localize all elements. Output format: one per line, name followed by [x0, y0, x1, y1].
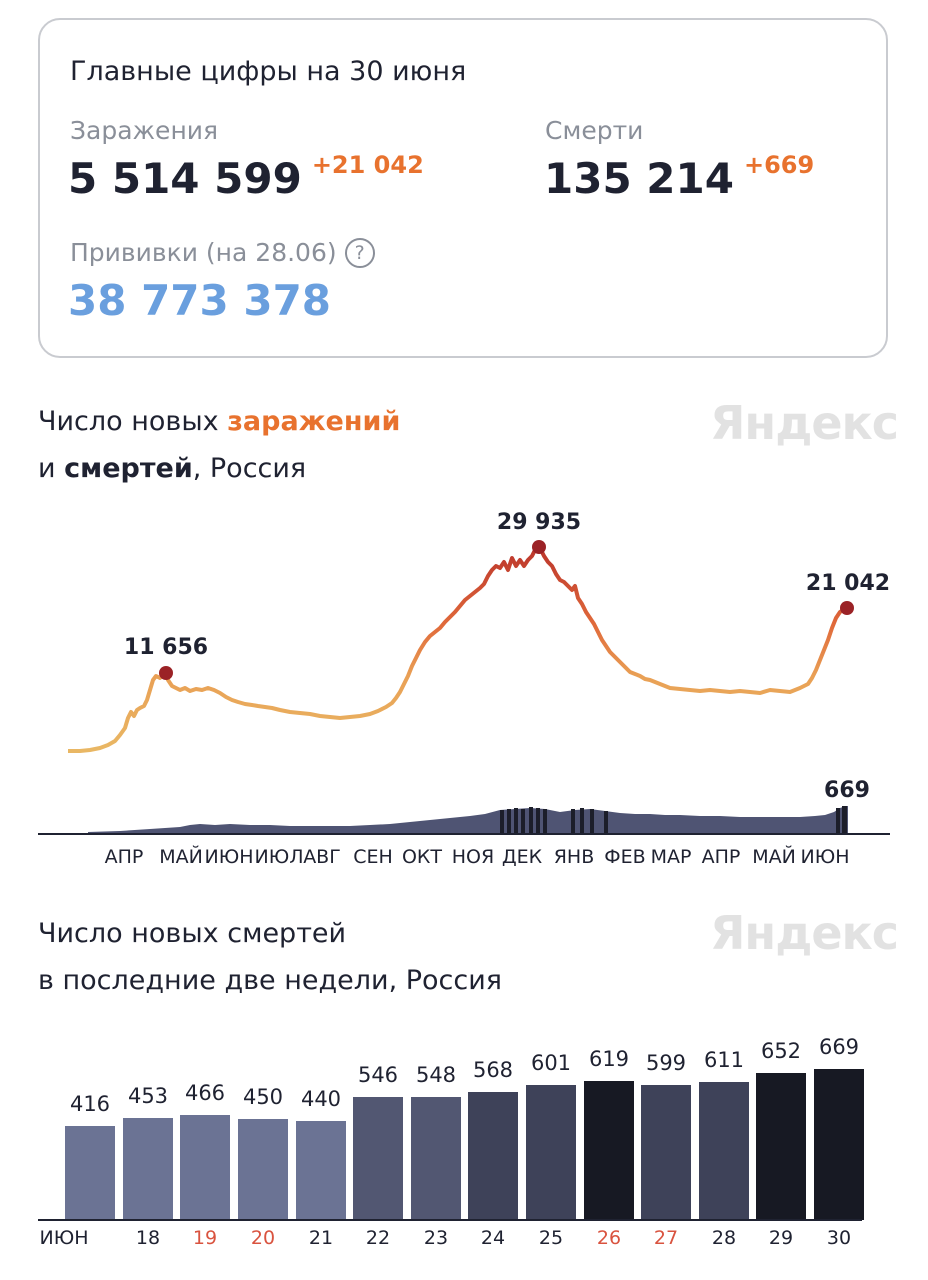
month-tick: СЕН	[353, 846, 393, 868]
bar[interactable]	[123, 1118, 173, 1220]
day-label: ИЮН	[39, 1227, 89, 1249]
day-label-weekend: 27	[653, 1227, 679, 1249]
bar[interactable]	[584, 1081, 634, 1220]
summary-card: Главные цифры на 30 июня Заражения 5 514…	[38, 18, 888, 358]
yandex-watermark: Яндекс	[710, 906, 899, 960]
peak-label-spring: 11 656	[124, 635, 208, 660]
infections-line	[68, 546, 848, 753]
bar[interactable]	[699, 1082, 749, 1220]
summary-title: Главные цифры на 30 июня	[70, 56, 467, 87]
month-tick: НОЯ	[451, 846, 495, 868]
bar[interactable]	[468, 1092, 518, 1220]
question-circle-icon[interactable]: ?	[344, 238, 375, 268]
month-axis: АПР МАЙ ИЮН ИЮЛ АВГ СЕН ОКТ НОЯ ДЕК ЯНВ …	[0, 846, 928, 876]
day-label: 18	[135, 1227, 161, 1249]
bar[interactable]	[238, 1119, 288, 1220]
month-tick: ЯНВ	[553, 846, 595, 868]
day-label: 24	[480, 1227, 506, 1249]
deaths-value-row: 135 214 +669	[544, 151, 815, 203]
vaccinations-label: Прививки (на 28.06)	[70, 238, 337, 267]
latest-label: 21 042	[806, 571, 890, 596]
bar-value: 546	[357, 1063, 399, 1087]
bar-value: 440	[300, 1087, 342, 1111]
chart1-title-infections: заражений	[227, 406, 401, 437]
day-label: 21	[308, 1227, 334, 1249]
chart2-title-line2: в последние две недели, Россия	[38, 965, 503, 996]
bar[interactable]	[296, 1121, 346, 1220]
month-tick: МАЙ	[159, 846, 203, 868]
bar[interactable]	[411, 1097, 461, 1220]
vaccinations-label-row: Прививки (на 28.06)?	[70, 238, 375, 268]
bar-value: 619	[588, 1047, 630, 1071]
latest-deaths-label: 669	[824, 778, 870, 803]
day-label-weekend: 26	[596, 1227, 622, 1249]
bar-value: 652	[760, 1039, 802, 1063]
infections-value-row: 5 514 599 +21 042	[68, 151, 424, 203]
deaths-peak-bars	[500, 806, 847, 834]
chart1-title-region: , Россия	[192, 453, 307, 484]
month-tick: ИЮЛ	[254, 846, 304, 868]
infections-delta: +21 042	[311, 151, 424, 179]
peak-marker-winter[interactable]	[532, 540, 546, 554]
day-label-weekend: 19	[192, 1227, 218, 1249]
bar[interactable]	[641, 1085, 691, 1220]
bar-value: 611	[703, 1048, 745, 1072]
day-label-weekend: 20	[250, 1227, 276, 1249]
month-tick: МАЙ	[752, 846, 796, 868]
bar[interactable]	[353, 1097, 403, 1220]
bar-value: 450	[242, 1085, 284, 1109]
bar-value: 669	[818, 1035, 860, 1059]
day-label: 29	[768, 1227, 794, 1249]
deaths-daily-bars	[88, 806, 848, 834]
bar-value: 568	[472, 1058, 514, 1082]
bar[interactable]	[526, 1085, 576, 1220]
bar-value: 416	[69, 1092, 111, 1116]
month-tick: МАР	[650, 846, 692, 868]
deaths-delta: +669	[743, 151, 815, 179]
chart1-title-deaths: смертей	[64, 453, 193, 484]
month-tick: АВГ	[303, 846, 341, 868]
chart2-title-line1: Число новых смертей	[38, 918, 347, 949]
month-tick: ФЕВ	[604, 846, 646, 868]
peak-marker-spring[interactable]	[159, 666, 173, 680]
month-tick: ИЮН	[800, 846, 850, 868]
bar-value: 453	[127, 1084, 169, 1108]
month-tick: АПР	[104, 846, 144, 868]
infections-total: 5 514 599	[68, 154, 302, 203]
bar-value: 601	[530, 1051, 572, 1075]
bar-value: 599	[645, 1051, 687, 1075]
day-label: 30	[826, 1227, 852, 1249]
infections-label: Заражения	[70, 116, 219, 145]
bar-value: 466	[184, 1081, 226, 1105]
month-tick: ИЮН	[204, 846, 254, 868]
day-label: 28	[711, 1227, 737, 1249]
bar-value: 548	[415, 1063, 457, 1087]
month-tick: ДЕК	[501, 846, 543, 868]
infections-deaths-chart: 11 656 29 935 21 042 669	[38, 510, 890, 835]
deaths-total: 135 214	[544, 154, 734, 203]
latest-marker[interactable]	[840, 601, 854, 615]
chart1-title-text2: и	[38, 453, 65, 484]
bar[interactable]	[65, 1126, 115, 1220]
x-axis-line	[38, 1219, 862, 1221]
bar[interactable]	[814, 1069, 864, 1220]
chart1-title-text: Число новых	[38, 406, 228, 437]
month-tick: ОКТ	[401, 846, 443, 868]
bar[interactable]	[180, 1115, 230, 1220]
chart1-title: Число новых заражений и смертей, Россия	[38, 398, 400, 492]
day-label: 23	[423, 1227, 449, 1249]
chart2-title: Число новых смертей в последние две неде…	[38, 910, 502, 1004]
deaths-two-weeks-chart: 416 453 466 450 440 546 548 568 601 619 …	[0, 1030, 928, 1220]
day-label: 25	[538, 1227, 564, 1249]
yandex-watermark: Яндекс	[710, 396, 899, 450]
vaccinations-total: 38 773 378	[68, 276, 332, 325]
deaths-label: Смерти	[545, 116, 644, 145]
day-label: 22	[365, 1227, 391, 1249]
bar[interactable]	[756, 1073, 806, 1220]
month-tick: АПР	[701, 846, 741, 868]
peak-label-winter: 29 935	[497, 510, 581, 535]
